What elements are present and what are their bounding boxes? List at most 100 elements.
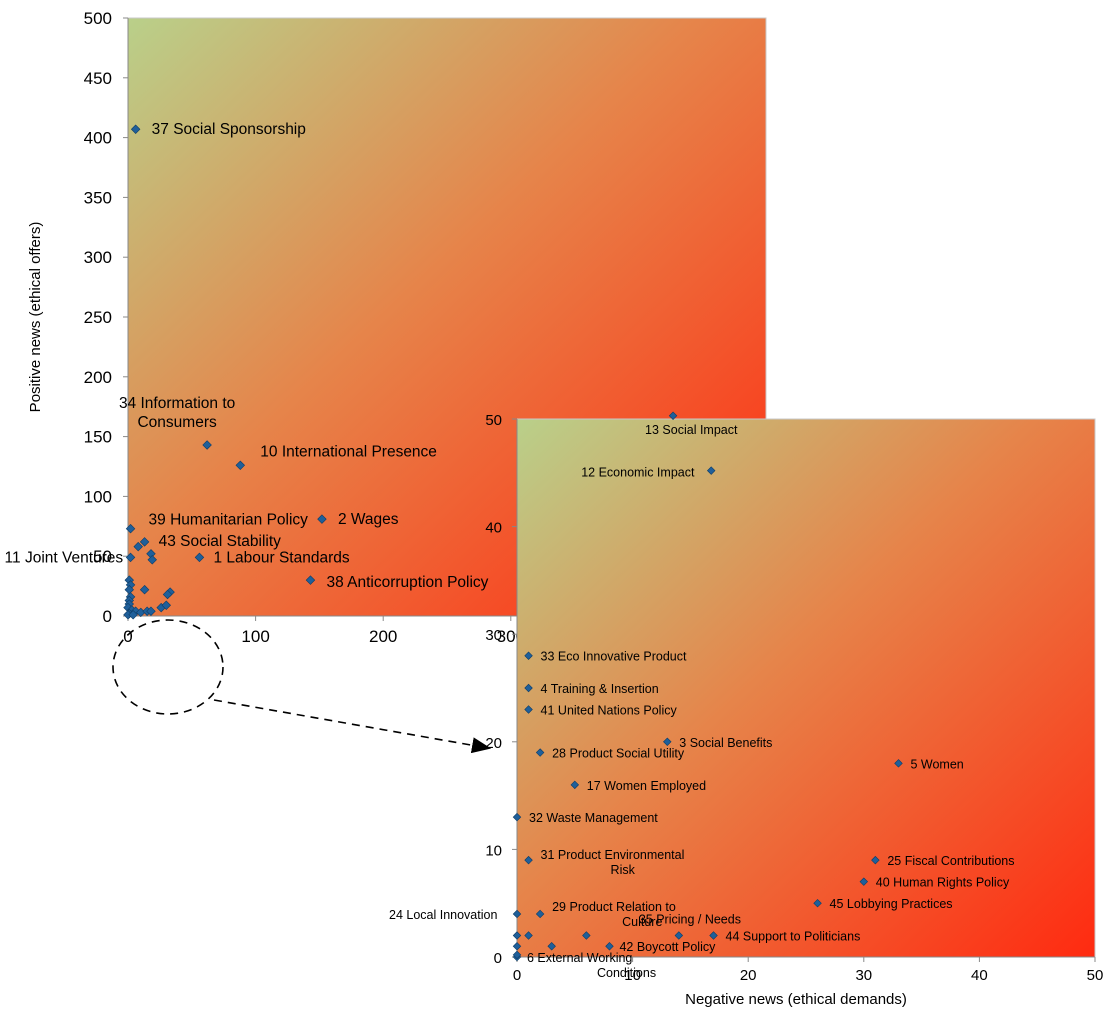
inset-label-44-support-to-politicians: 44 Support to Politicians <box>726 929 861 943</box>
inset-label-35-pricing-needs: 35 Pricing / Needs <box>639 912 741 926</box>
main-point <box>146 606 156 616</box>
main-point-labels: 37 Social Sponsorship 34 Information to Co… <box>5 121 489 591</box>
inset-y-tick-label: 10 <box>485 842 502 859</box>
main-point-10-international-presence <box>235 460 246 471</box>
inset-point <box>512 942 522 951</box>
main-label-38-anticorruption-policy: 38 Anticorruption Policy <box>326 574 488 591</box>
main-label-1-labour-standards: 1 Labour Standards <box>213 549 349 566</box>
inset-x-tick-label: 10 <box>624 967 641 984</box>
main-point-1-labour-standards <box>194 552 205 563</box>
main-chart: 0 50 100 150 200 250 300 350 400 450 500 0 100 200 30… <box>5 9 781 646</box>
main-point <box>162 589 173 600</box>
main-point-43-social-stability <box>139 537 150 547</box>
main-point <box>133 541 143 552</box>
main-y-axis-title: Positive news (ethical offers) <box>27 222 44 413</box>
main-point <box>161 600 172 610</box>
main-label-11-joint-ventures: 11 Joint Ventures <box>5 549 124 566</box>
inset-point-13-social-impact <box>668 411 678 420</box>
main-point-11-joint-ventures <box>125 552 136 563</box>
main-y-tick-label: 350 <box>84 188 112 207</box>
main-y-tick-label: 400 <box>84 129 112 148</box>
inset-label-25-fiscal-contributions: 25 Fiscal Contributions <box>887 854 1014 868</box>
inset-label-6-external-working-conditions: 6 External Working Conditions <box>527 951 656 980</box>
inset-label-33-eco-innovative-product: 33 Eco Innovative Product <box>541 650 687 664</box>
main-points <box>123 124 327 620</box>
main-y-tick-label: 300 <box>84 248 112 267</box>
inset-label-13-social-impact: 13 Social Impact <box>645 423 738 437</box>
inset-label-17-women-employed: 17 Women Employed <box>587 779 706 793</box>
inset-label-28-product-social-utility: 28 Product Social Utility <box>552 747 685 761</box>
inset-point-45-lobbying-practices <box>813 898 822 908</box>
main-y-tick-label: 100 <box>84 487 112 506</box>
inset-point <box>582 931 591 940</box>
inset-point-28-product-social-utility <box>535 748 545 757</box>
zoom-arrow <box>213 699 492 754</box>
main-point-2-wages <box>317 514 327 524</box>
inset-point-29-product-relation-to-culture <box>535 909 545 919</box>
inset-point-44-support-to-politicians <box>709 931 718 940</box>
main-y-tick-label: 200 <box>84 368 112 387</box>
inset-y-tick-label: 20 <box>485 735 502 752</box>
inset-point-35-pricing-needs <box>674 931 684 940</box>
inset-x-tick-label: 30 <box>855 967 872 984</box>
main-label-34-information-to-consumers: 34 Information to Consumers <box>119 395 235 431</box>
inset-point <box>524 931 533 940</box>
main-y-tick-label: 250 <box>84 308 112 327</box>
inset-point-24-local-innovation <box>512 909 522 919</box>
inset-x-axis-title: Negative news (ethical demands) <box>685 991 907 1008</box>
main-y-tick-label: 500 <box>84 9 112 28</box>
inset-label-40-human-rights-policy: 40 Human Rights Policy <box>876 876 1010 890</box>
inset-label-41-united-nations-policy: 41 United Nations Policy <box>541 704 678 718</box>
main-label-10-international-presence: 10 International Presence <box>260 443 437 460</box>
inset-point <box>512 931 522 940</box>
main-y-tick-label: 50 <box>93 547 112 566</box>
inset-point-12-economic-impact <box>706 466 716 475</box>
main-y-tick-label: 450 <box>84 69 112 88</box>
inset-point-25-fiscal-contributions <box>871 855 880 865</box>
inset-label-45-lobbying-practices: 45 Lobbying Practices <box>830 897 953 911</box>
main-y-tick-label: 150 <box>84 428 112 447</box>
inset-y-tick-label: 40 <box>485 520 502 537</box>
main-x-tick-label: 100 <box>241 627 269 646</box>
inset-point <box>547 942 556 951</box>
main-point <box>128 610 138 620</box>
inset-label-29-product-relation-to-culture: 29 Product Relation to Culture <box>552 900 676 929</box>
inset-label-4-training-insertion: 4 Training & Insertion <box>541 682 659 696</box>
inset-point-41-united-nations-policy <box>524 705 533 714</box>
inset-point-32-waste-management <box>512 812 522 822</box>
inset-label-32-waste-management: 32 Waste Management <box>529 811 658 825</box>
inset-label-12-economic-impact: 12 Economic Impact <box>581 466 695 480</box>
main-label-37-social-sponsorship: 37 Social Sponsorship <box>152 121 306 138</box>
inset-x-tick-labels: 0 10 20 30 40 50 <box>513 957 1104 984</box>
inset-point <box>512 950 522 960</box>
inset-label-42-boycott-policy: 42 Boycott Policy <box>619 940 716 954</box>
inset-label-24-local-innovation: 24 Local Innovation <box>389 908 497 922</box>
main-point <box>147 555 157 565</box>
inset-x-tick-label: 40 <box>971 967 988 984</box>
inset-point-3-social-benefits <box>663 737 672 747</box>
inset-label-31-product-environmental-risk: 31 Product Environmental Risk <box>541 848 685 877</box>
inset-y-tick-label: 30 <box>485 627 502 644</box>
inset-x-tick-label: 50 <box>1087 967 1104 984</box>
inset-point-5-women <box>894 759 903 768</box>
inset-plot-area <box>516 418 1096 958</box>
inset-x-tick-label: 20 <box>740 967 757 984</box>
inset-chart: 0 10 20 30 40 50 0 10 20 30 40 50 Negative news (e… <box>389 411 1104 1008</box>
inset-y-tick-label: 0 <box>494 950 502 967</box>
inset-label-5-women: 5 Women <box>910 757 963 771</box>
main-point-39-humanitarian-policy <box>125 523 136 534</box>
inset-point-33-eco-innovative-product <box>524 651 533 660</box>
inset-points <box>512 411 903 962</box>
inset-point-42-boycott-policy <box>605 942 614 951</box>
main-point-37-social-sponsorship <box>130 124 141 134</box>
inset-point-17-women-employed <box>570 780 580 790</box>
inset-label-3-social-benefits: 3 Social Benefits <box>679 736 772 750</box>
inset-point-31-product-environmental-risk <box>524 855 533 865</box>
inset-point-labels: 13 Social Impact 12 Economic Impact 33 Eco… <box>389 423 1015 980</box>
inset-point-40-human-rights-policy <box>859 877 869 886</box>
main-point-38-anticorruption-policy <box>305 575 316 585</box>
main-x-tick-label: 200 <box>369 627 397 646</box>
main-label-39-humanitarian-policy: 39 Humanitarian Policy <box>149 512 309 529</box>
main-y-tick-label: 0 <box>103 607 112 626</box>
